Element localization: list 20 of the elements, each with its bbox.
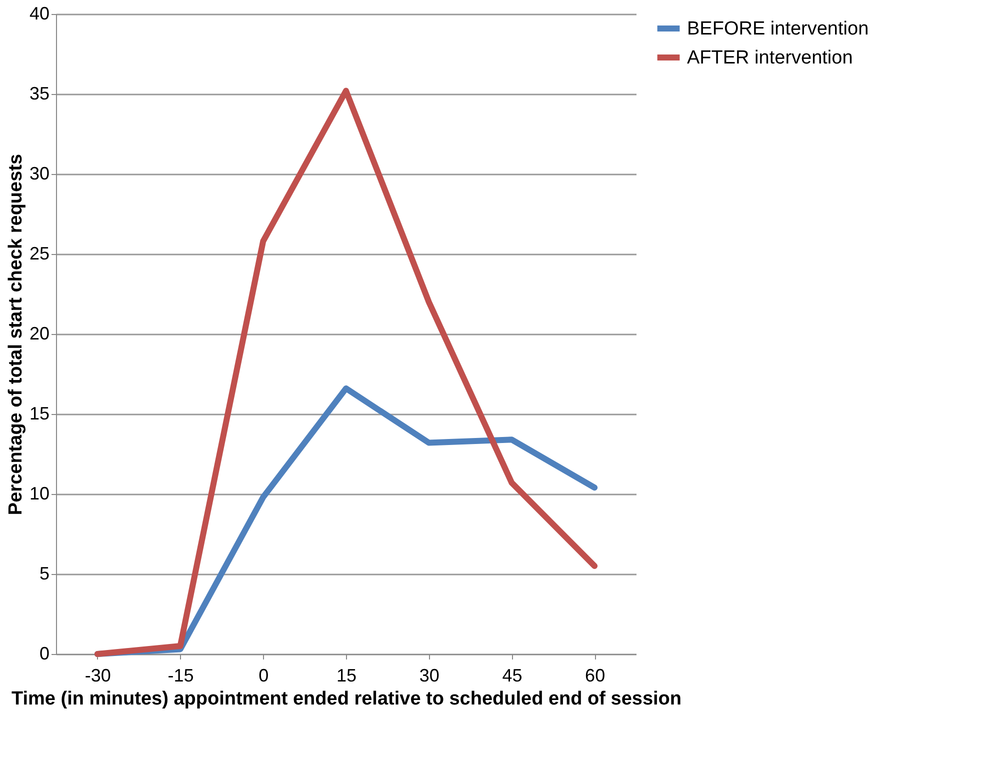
x-axis-title: Time (in minutes) appointment ended relative to scheduled end of session [11, 688, 682, 710]
x-tick-label: 0 [258, 666, 269, 686]
y-tick-label: 25 [29, 244, 50, 264]
y-tick-label: 20 [29, 324, 50, 344]
x-tick-label: 15 [336, 666, 357, 686]
legend-label: AFTER intervention [687, 48, 853, 68]
x-tick-label: -15 [168, 666, 194, 686]
y-tick-label: 30 [29, 164, 50, 184]
x-tick-label: -30 [84, 666, 111, 686]
legend-label: BEFORE intervention [687, 18, 869, 40]
x-tick-label: 60 [585, 666, 606, 686]
y-tick-label: 35 [29, 84, 50, 104]
x-tick-label: 30 [419, 666, 440, 686]
y-tick-label: 10 [29, 484, 50, 504]
y-tick-label: 40 [29, 4, 50, 24]
y-tick-label: 5 [39, 564, 50, 584]
x-tick-label: 45 [502, 666, 522, 686]
y-axis-title: Percentage of total start check requests [5, 154, 26, 516]
y-tick-label: 15 [29, 404, 50, 424]
y-tick-label: 0 [39, 644, 50, 664]
